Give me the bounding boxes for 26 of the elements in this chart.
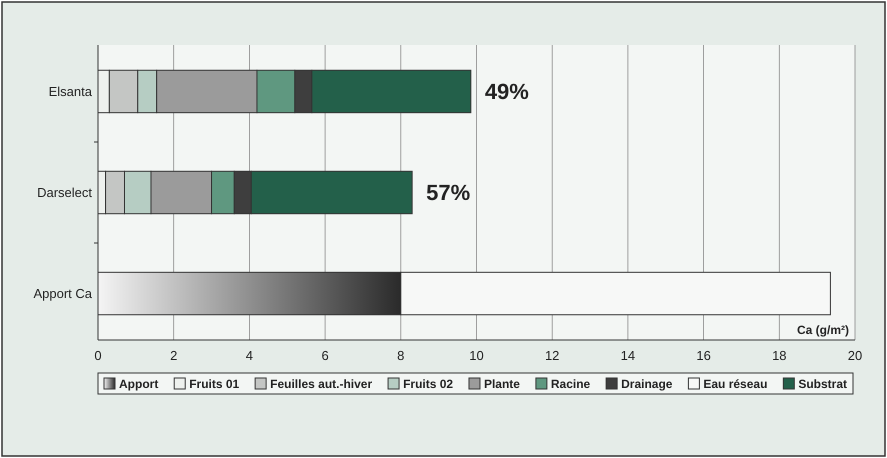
legend-label: Racine [550,377,591,391]
x-tick-label: 10 [469,348,484,363]
x-tick-label: 12 [544,348,560,363]
x-tick-label: 8 [397,348,404,363]
legend-label: Substrat [798,377,848,391]
x-tick-label: 20 [848,348,862,363]
y-tick-label: Darselect [37,185,92,200]
x-tick-label: 18 [772,348,787,363]
legend-label: Fruits 01 [189,377,240,391]
legend-label: Plante [484,377,520,391]
x-tick-label: 2 [170,348,178,363]
legend-label: Eau réseau [703,377,768,391]
x-tick-label: 6 [321,348,329,363]
annotation: 57% [426,180,470,206]
y-tick-label: Apport Ca [33,286,93,302]
x-tick-label: 16 [696,348,711,363]
x-tick-label: 14 [620,348,636,363]
x-tick-label: 4 [246,348,254,363]
legend-label: Apport [119,377,158,391]
x-tick-label: 0 [94,348,102,363]
x-axis-title: Ca (g/m²) [797,323,849,337]
y-tick-label: Elsanta [48,84,93,100]
legend-label: Feuilles aut.-hiver [270,377,372,391]
annotation: 49% [484,79,529,104]
legend-label: Drainage [621,377,673,391]
legend-label: Fruits 02 [403,377,454,391]
